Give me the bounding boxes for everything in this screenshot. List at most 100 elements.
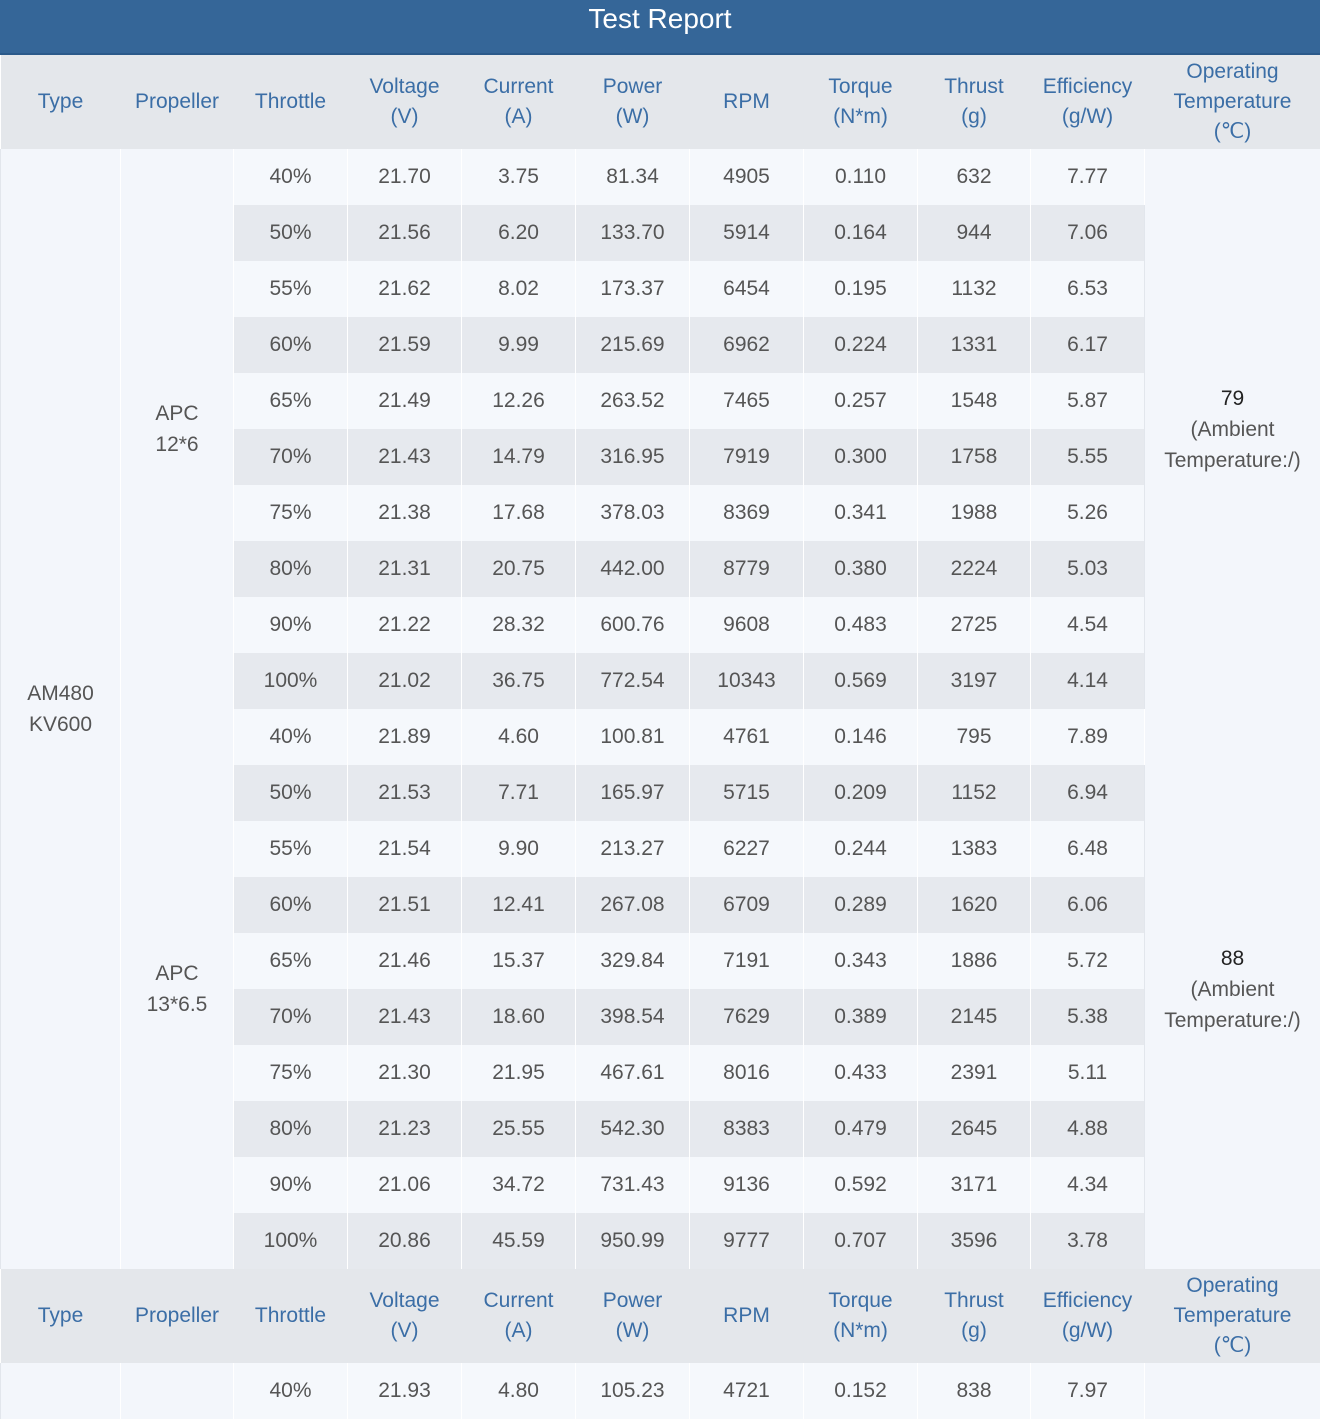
column-header: RPM [690, 1269, 804, 1363]
data-cell: 21.43 [348, 429, 462, 485]
data-cell: 100% [234, 1213, 348, 1269]
temperature-cell [1145, 1363, 1320, 1419]
data-cell: 600.76 [576, 597, 690, 653]
temperature-note: (Ambient Temperature:/) [1145, 414, 1320, 476]
data-cell: 90% [234, 1157, 348, 1213]
data-cell: 75% [234, 485, 348, 541]
data-cell: 632 [918, 149, 1031, 205]
data-cell: 80% [234, 541, 348, 597]
propeller-cell [121, 1363, 234, 1419]
data-cell: 8383 [690, 1101, 804, 1157]
column-header: Type [1, 1269, 121, 1363]
data-cell: 20.75 [462, 541, 576, 597]
data-cell: 21.22 [348, 597, 462, 653]
data-cell: 6709 [690, 877, 804, 933]
data-cell: 12.26 [462, 373, 576, 429]
data-cell: 40% [234, 1363, 348, 1419]
data-cell: 4.54 [1031, 597, 1145, 653]
data-cell: 772.54 [576, 653, 690, 709]
data-cell: 1132 [918, 261, 1031, 317]
header-line: Propeller [121, 1301, 234, 1331]
data-cell: 9.90 [462, 821, 576, 877]
header-line: Temperature [1145, 1301, 1320, 1331]
header-line: (N*m) [804, 102, 918, 132]
column-header: Power(W) [576, 1269, 690, 1363]
data-cell: 21.53 [348, 765, 462, 821]
data-cell: 21.54 [348, 821, 462, 877]
data-cell: 6.06 [1031, 877, 1145, 933]
data-cell: 8779 [690, 541, 804, 597]
header-line: (g/W) [1031, 102, 1145, 132]
data-cell: 133.70 [576, 205, 690, 261]
data-cell: 28.32 [462, 597, 576, 653]
header-line: Efficiency [1031, 72, 1145, 102]
data-cell: 215.69 [576, 317, 690, 373]
data-cell: 6.20 [462, 205, 576, 261]
header-line: (A) [462, 102, 576, 132]
temperature-note: (Ambient Temperature:/) [1145, 974, 1320, 1036]
data-cell: 21.93 [348, 1363, 462, 1419]
column-header: Type [1, 55, 121, 149]
data-cell: 329.84 [576, 933, 690, 989]
data-cell: 1620 [918, 877, 1031, 933]
header-line: Thrust [918, 1286, 1031, 1316]
data-cell: 0.341 [804, 485, 918, 541]
data-cell: 0.289 [804, 877, 918, 933]
data-cell: 7.06 [1031, 205, 1145, 261]
data-cell: 9.99 [462, 317, 576, 373]
data-cell: 6454 [690, 261, 804, 317]
data-cell: 20.86 [348, 1213, 462, 1269]
column-header: Current(A) [462, 1269, 576, 1363]
data-cell: 316.95 [576, 429, 690, 485]
report-title: Test Report [0, 0, 1320, 55]
header-line: RPM [690, 87, 804, 117]
header-line: Torque [804, 72, 918, 102]
data-cell: 8.02 [462, 261, 576, 317]
type-line: KV600 [1, 709, 120, 740]
data-cell: 60% [234, 317, 348, 373]
data-cell: 1152 [918, 765, 1031, 821]
header-line: Temperature [1145, 87, 1320, 117]
header-line: RPM [690, 1301, 804, 1331]
data-cell: 6.17 [1031, 317, 1145, 373]
data-cell: 0.343 [804, 933, 918, 989]
data-cell: 21.51 [348, 877, 462, 933]
data-cell: 2224 [918, 541, 1031, 597]
header-line: Power [576, 72, 690, 102]
data-cell: 4761 [690, 709, 804, 765]
data-cell: 4721 [690, 1363, 804, 1419]
data-cell: 2145 [918, 989, 1031, 1045]
header-line: (W) [576, 102, 690, 132]
column-header: Voltage(V) [348, 1269, 462, 1363]
data-cell: 0.195 [804, 261, 918, 317]
data-cell: 1758 [918, 429, 1031, 485]
column-header: Torque(N*m) [804, 1269, 918, 1363]
data-cell: 21.38 [348, 485, 462, 541]
temperature-value: 79 [1145, 383, 1320, 414]
data-cell: 5715 [690, 765, 804, 821]
data-cell: 40% [234, 149, 348, 205]
header-line: Voltage [348, 1286, 462, 1316]
data-cell: 0.110 [804, 149, 918, 205]
data-cell: 2645 [918, 1101, 1031, 1157]
data-cell: 6227 [690, 821, 804, 877]
data-cell: 1886 [918, 933, 1031, 989]
data-cell: 0.146 [804, 709, 918, 765]
propeller-line: APC [121, 398, 233, 429]
data-cell: 34.72 [462, 1157, 576, 1213]
data-cell: 0.433 [804, 1045, 918, 1101]
data-cell: 5.26 [1031, 485, 1145, 541]
data-cell: 3.78 [1031, 1213, 1145, 1269]
temperature-cell: 88(Ambient Temperature:/) [1145, 709, 1320, 1269]
data-cell: 5.03 [1031, 541, 1145, 597]
data-cell: 8016 [690, 1045, 804, 1101]
data-cell: 0.300 [804, 429, 918, 485]
column-header: Propeller [121, 55, 234, 149]
data-cell: 9136 [690, 1157, 804, 1213]
